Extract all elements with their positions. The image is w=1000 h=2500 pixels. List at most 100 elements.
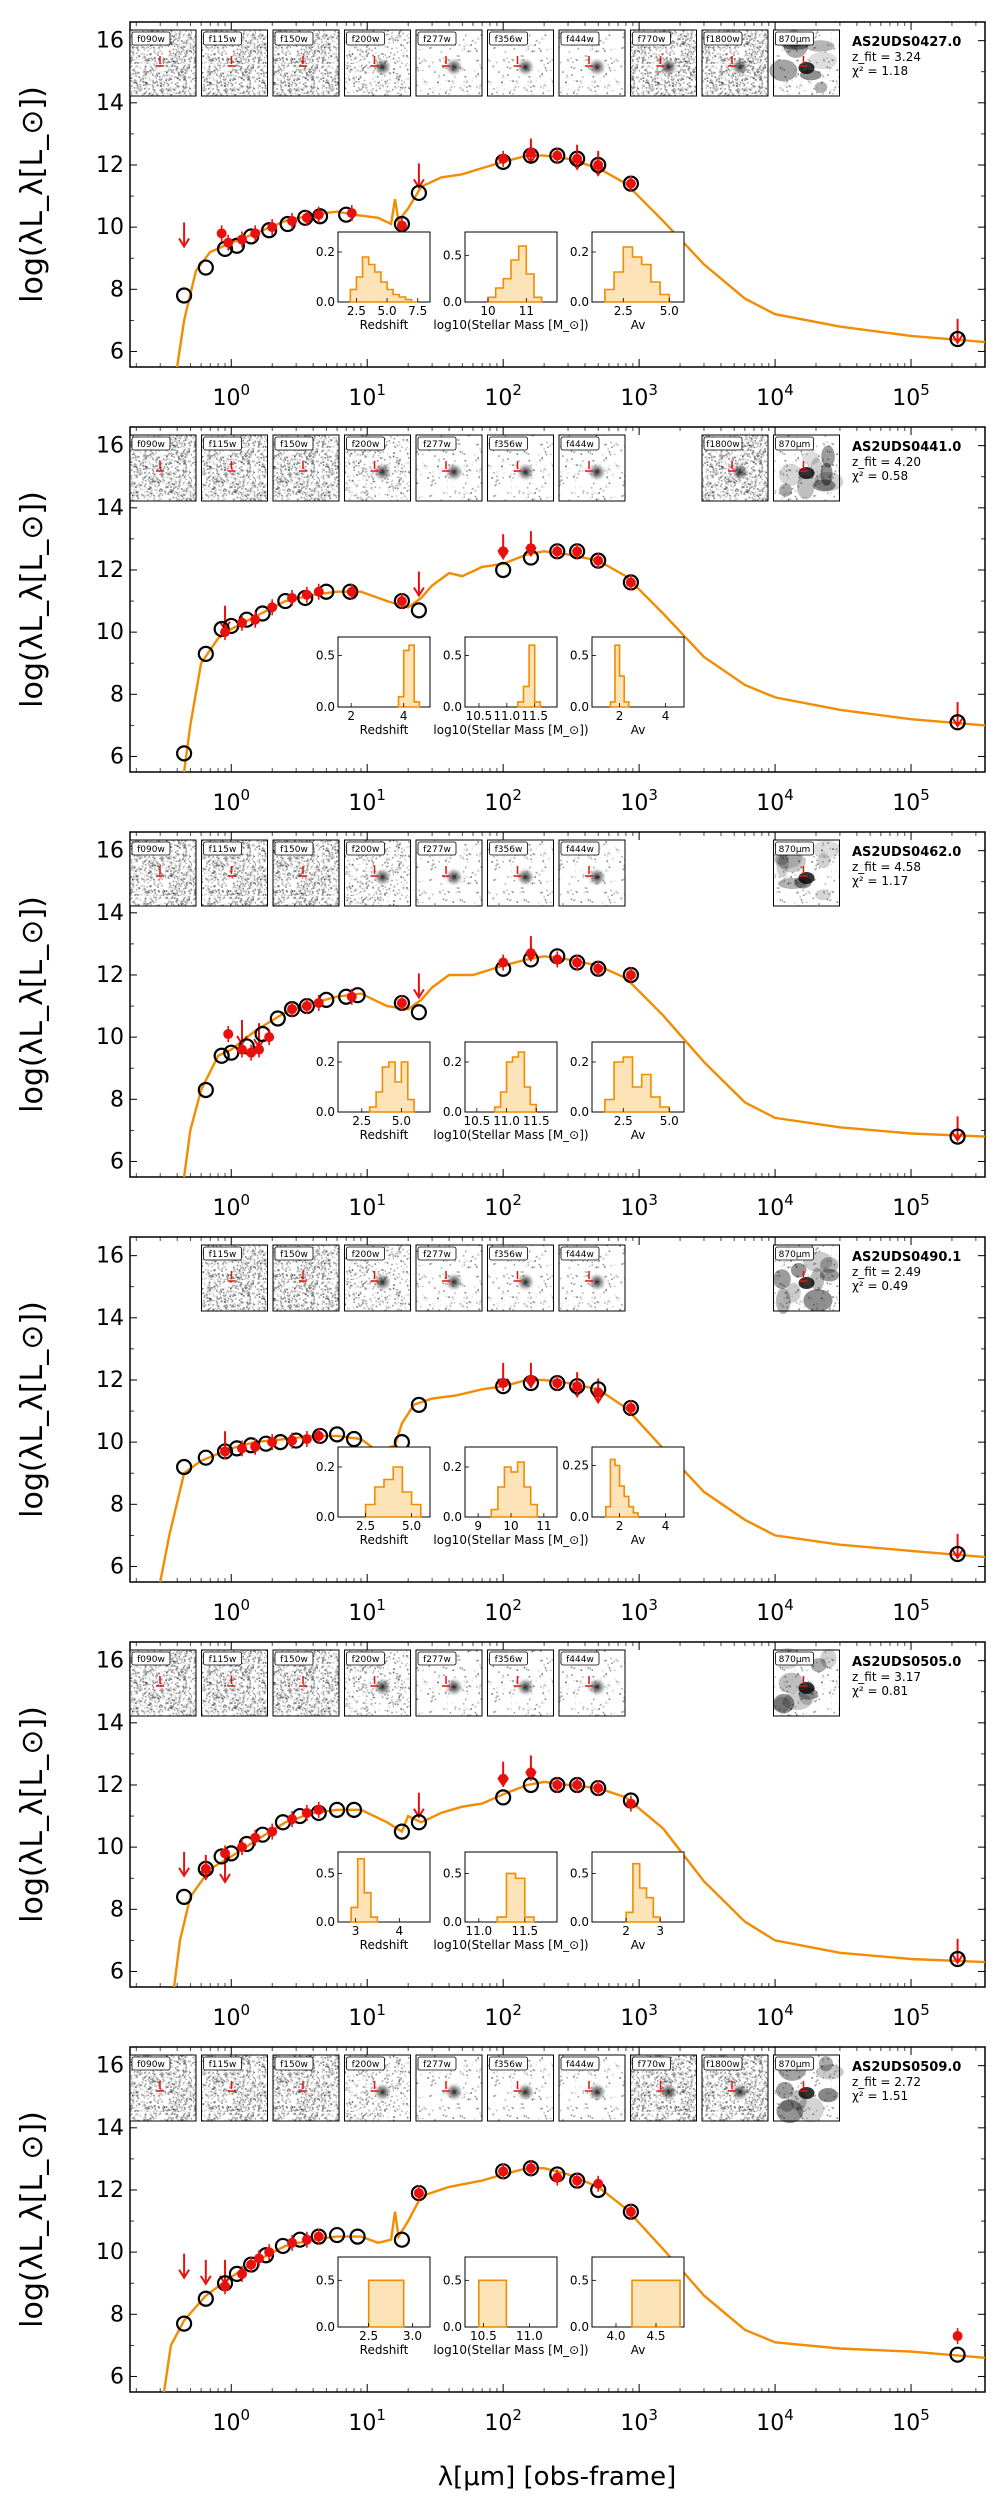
model-photometry-point xyxy=(328,1426,346,1443)
submm-blob xyxy=(815,2064,844,2080)
x-tick-label: 103 xyxy=(620,1596,658,1626)
observed-photometry-point xyxy=(250,1832,261,1843)
image-cutout: 870µm xyxy=(773,1244,840,1315)
band-label-box xyxy=(632,31,671,46)
inset-x-label: log10(Stellar Mass [M_⊙]) xyxy=(433,1533,588,1547)
model-photometry-point xyxy=(345,1801,363,1818)
observed-photometry-point xyxy=(593,1387,604,1398)
submm-blob xyxy=(803,1289,833,1312)
upper-limit-head xyxy=(951,1954,964,1965)
image-cutout: f356w xyxy=(487,2054,554,2122)
observed-photometry-point xyxy=(346,586,357,597)
band-label: f150w xyxy=(280,2060,308,2070)
inset-frame xyxy=(591,636,685,708)
x-tick-base: 10 xyxy=(348,791,376,816)
inset-y-tick-label: 0.0 xyxy=(443,1105,462,1119)
inset-x-tick-label: 11 xyxy=(536,1519,551,1533)
model-photometry-point xyxy=(495,1789,512,1806)
inset-x-label: Redshift xyxy=(360,1938,409,1952)
y-tick-label: 16 xyxy=(96,1244,124,1269)
x-tick-exponent: 3 xyxy=(648,381,658,399)
x-tick-base: 10 xyxy=(892,791,920,816)
x-tick-base: 10 xyxy=(212,386,240,411)
x-tick-exponent: 2 xyxy=(512,1596,522,1614)
posterior-histogram xyxy=(487,245,543,303)
band-label: 870µm xyxy=(779,35,811,45)
band-label: f770w xyxy=(638,2060,666,2070)
upper-limit-head xyxy=(571,1387,583,1399)
band-label-box xyxy=(274,1246,314,1261)
x-tick-base: 10 xyxy=(348,1196,376,1221)
submm-blob xyxy=(808,51,838,70)
y-tick-label: 14 xyxy=(96,1711,124,1736)
x-tick-base: 10 xyxy=(484,1601,512,1626)
inset-frame xyxy=(337,636,431,708)
posterior-histogram xyxy=(631,2279,681,2328)
inset-y-tick-label: 0.2 xyxy=(570,245,589,259)
inset-x-tick-label: 2.5 xyxy=(614,304,633,318)
observed-photometry-point xyxy=(498,1378,509,1389)
observed-photometry-point xyxy=(593,1783,604,1794)
model-photometry-point xyxy=(311,208,329,225)
observed-photometry-point xyxy=(301,2234,312,2245)
y-tick-label: 8 xyxy=(110,277,124,302)
band-label: f150w xyxy=(280,845,308,855)
observed-photometry-point xyxy=(593,963,604,974)
cutout-source xyxy=(515,57,536,77)
cutout-source xyxy=(658,57,679,77)
inset-y-tick-label: 0.0 xyxy=(443,700,462,714)
submm-blob xyxy=(782,1692,812,1711)
posterior-histogram xyxy=(496,1872,535,1923)
y-tick-label: 14 xyxy=(96,1306,124,1331)
upper-limit-arrow xyxy=(199,2259,212,2286)
y-tick-label: 12 xyxy=(96,153,124,178)
x-tick-exponent: 2 xyxy=(512,1191,522,1209)
observed-photometry-point xyxy=(593,555,604,566)
inset-x-tick-label: 3 xyxy=(656,1924,664,1938)
x-tick-exponent: 0 xyxy=(240,381,250,399)
cutout-source xyxy=(587,1272,607,1292)
band-label: f277w xyxy=(423,1655,451,1665)
x-tick-base: 10 xyxy=(620,2411,648,2436)
inset-y-tick-label: 0.0 xyxy=(570,1915,589,1929)
x-tick-exponent: 1 xyxy=(376,1596,386,1614)
inset-x-tick-label: 4 xyxy=(400,709,408,723)
band-label-box xyxy=(274,436,314,451)
model-photometry-point xyxy=(410,1396,427,1413)
image-cutout: f090w xyxy=(129,839,197,907)
model-sed-curve xyxy=(172,1780,986,1988)
observed-photometry-point xyxy=(254,2253,265,2264)
inset-x-tick-label: 7.5 xyxy=(408,304,427,318)
upper-limit-head xyxy=(178,237,190,249)
x-tick-label: 102 xyxy=(484,2001,522,2031)
y-tick-label: 6 xyxy=(110,744,124,769)
inset-x-tick-label: 2.5 xyxy=(356,1519,375,1533)
band-label: f115w xyxy=(209,35,237,45)
submm-blob xyxy=(773,1696,791,1713)
cutout-source xyxy=(444,462,464,482)
z-fit-text: z_fit = 4.20 xyxy=(852,455,921,469)
x-tick-label: 100 xyxy=(212,786,250,816)
band-label: f115w xyxy=(209,1655,237,1665)
inset-y-tick-label: 0.0 xyxy=(316,1510,335,1524)
band-label-box xyxy=(131,841,171,856)
inset-x-tick-label: 2.5 xyxy=(614,1114,633,1128)
model-photometry-point xyxy=(949,1545,966,1563)
x-tick-base: 10 xyxy=(484,2411,512,2436)
y-tick-label: 16 xyxy=(96,1649,124,1674)
inset-y-tick-label: 0.2 xyxy=(316,1460,335,1474)
x-tick-exponent: 0 xyxy=(240,1191,250,1209)
y-tick-label: 6 xyxy=(110,1959,124,1984)
upper-limit-head xyxy=(219,1873,231,1884)
x-tick-base: 10 xyxy=(484,791,512,816)
model-photometry-point xyxy=(345,1430,363,1448)
inset-y-tick-label: 0.5 xyxy=(316,1866,335,1880)
inset-x-label: Redshift xyxy=(360,1128,409,1142)
model-photometry-point xyxy=(495,561,512,579)
submm-blob xyxy=(796,474,815,500)
model-sed-curve xyxy=(159,1378,986,1583)
inset-x-label: log10(Stellar Mass [M_⊙]) xyxy=(433,318,588,332)
inset-y-tick-label: 0.0 xyxy=(570,1105,589,1119)
